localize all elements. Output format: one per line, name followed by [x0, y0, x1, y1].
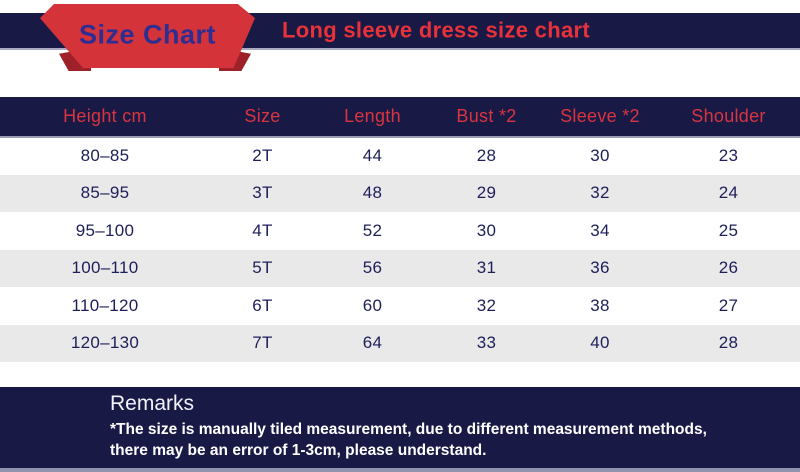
badge-label: Size Chart [78, 19, 217, 50]
table-cell: 34 [590, 220, 610, 240]
page-title: Long sleeve dress size chart [282, 16, 590, 42]
table-cell: 32 [476, 295, 497, 315]
header-cell-bust: Bust *2 [456, 106, 517, 126]
table-cell: 7T [252, 333, 273, 353]
header-cell-shoulder: Shoulder [691, 106, 766, 126]
remarks-line-2: there may be an error of 1-3cm, please u… [110, 442, 487, 459]
table-cell: 80–85 [80, 146, 130, 166]
table-cell: 95–100 [75, 220, 135, 240]
table-row: 120–130 7T 64 33 40 28 [0, 324, 800, 362]
table-cell: 24 [718, 183, 739, 203]
table-cell: 30 [476, 220, 497, 240]
remarks-panel: Remarks *The size is manually tiled meas… [0, 387, 800, 468]
table-cell: 28 [718, 333, 739, 353]
header-cell-height: Height cm [63, 106, 147, 126]
table-cell: 33 [476, 333, 497, 353]
table-cell: 40 [590, 333, 610, 353]
table-row: 100–110 5T 56 31 36 26 [0, 249, 800, 287]
bottom-edge-strip [0, 468, 800, 472]
remarks-heading: Remarks [110, 392, 195, 415]
table-cell: 3T [252, 183, 273, 203]
table-cell: 4T [252, 220, 273, 240]
size-chart-ribbon-badge: Size Chart [40, 4, 255, 71]
table-cell: 31 [476, 258, 497, 278]
remarks-line-1: *The size is manually tiled measurement,… [110, 421, 707, 438]
table-cell: 38 [590, 295, 610, 315]
table-row: 85–95 3T 48 29 32 24 [0, 174, 800, 212]
header-cell-sleeve: Sleeve *2 [560, 106, 640, 126]
header-cell-length: Length [344, 106, 401, 126]
table-cell: 5T [252, 258, 273, 278]
table-cell: 48 [362, 183, 383, 203]
table-cell: 110–120 [71, 295, 139, 315]
table-cell: 44 [362, 146, 383, 166]
table-cell: 64 [362, 333, 383, 353]
table-cell: 36 [590, 258, 610, 278]
table-cell: 28 [476, 146, 497, 166]
table-cell: 23 [718, 146, 739, 166]
header-cell-size: Size [244, 106, 281, 126]
table-cell: 25 [718, 220, 739, 240]
table-header-row: Height cm Size Length Bust *2 Sleeve *2 … [0, 97, 800, 137]
table-cell: 32 [590, 183, 610, 203]
title-bar: Size Chart Long sleeve dress size chart [0, 4, 800, 71]
table-cell: 2T [252, 146, 273, 166]
table-cell: 60 [362, 295, 383, 315]
table-row: 80–85 2T 44 28 30 23 [0, 137, 800, 175]
table-cell: 85–95 [80, 183, 130, 203]
table-row: 110–120 6T 60 32 38 27 [0, 287, 800, 325]
table-cell: 52 [362, 220, 383, 240]
table-cell: 100–110 [71, 258, 139, 278]
table-cell: 56 [362, 258, 383, 278]
table-cell: 27 [718, 295, 739, 315]
table-row: 95–100 4T 52 30 34 25 [0, 212, 800, 250]
table-cell: 26 [718, 258, 739, 278]
table-cell: 6T [252, 295, 273, 315]
table-cell: 30 [590, 146, 610, 166]
table-cell: 120–130 [70, 333, 140, 353]
ribbon-body [40, 4, 255, 68]
size-table: Height cm Size Length Bust *2 Sleeve *2 … [0, 97, 800, 362]
table-cell: 29 [476, 183, 497, 203]
